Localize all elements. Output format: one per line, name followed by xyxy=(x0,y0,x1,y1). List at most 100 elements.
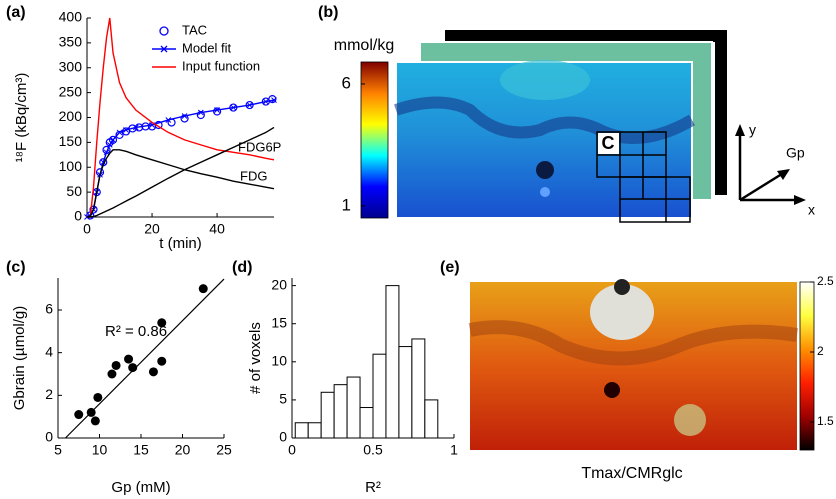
colorbar-tick-label: 1 xyxy=(342,195,351,214)
curve-label: FDG xyxy=(240,168,267,183)
y-tick-label: 300 xyxy=(59,58,83,74)
x-tick-label: 20 xyxy=(175,442,191,458)
tac-point xyxy=(268,94,277,104)
tac-point xyxy=(108,135,118,144)
legend-swatch xyxy=(159,26,169,36)
point xyxy=(128,363,138,373)
bar xyxy=(372,353,387,439)
tac-point xyxy=(212,107,222,116)
tac-point xyxy=(196,110,205,120)
fit-marker xyxy=(110,137,116,143)
panel-label: (b) xyxy=(318,4,338,21)
point xyxy=(198,284,208,294)
fit-marker xyxy=(106,142,113,148)
curve xyxy=(87,17,275,218)
x-tick-label: 0 xyxy=(83,221,91,237)
bar xyxy=(398,346,413,439)
point xyxy=(157,356,167,366)
x-tick-label: 5 xyxy=(54,442,62,458)
annotation: R² = 0.86 xyxy=(105,323,167,340)
point xyxy=(107,369,117,379)
legend-label: Model fit xyxy=(182,40,232,55)
panel-label: (c) xyxy=(6,259,26,276)
fit-marker xyxy=(271,97,277,103)
bar xyxy=(307,422,322,439)
fit-marker xyxy=(103,149,110,156)
panel-e-image xyxy=(468,279,799,450)
x-tick-label: 0.5 xyxy=(363,442,383,458)
bar xyxy=(320,391,335,439)
fit-marker xyxy=(123,127,129,133)
colorbar-tick-label: 6 xyxy=(342,73,351,92)
bar xyxy=(424,399,439,439)
bar xyxy=(346,376,361,439)
fit-marker xyxy=(197,109,204,116)
fit-marker xyxy=(132,124,139,131)
x-tick-label: 10 xyxy=(92,442,108,458)
fit-marker xyxy=(246,102,253,108)
y-tick-label: 0 xyxy=(279,429,287,445)
y-tick-label: 20 xyxy=(271,276,287,292)
curve xyxy=(86,99,275,218)
y-tick-label: 0 xyxy=(45,429,53,445)
bar xyxy=(333,384,348,439)
colorbar xyxy=(360,61,389,219)
tac-point xyxy=(180,114,189,123)
y-tick-label: 10 xyxy=(271,353,287,369)
x-axis-label: Gp (mM) xyxy=(111,479,170,496)
x-tick-label: 40 xyxy=(209,221,225,237)
y-tick-label: 6 xyxy=(45,301,53,317)
colorbar-tick-label: 2.5 xyxy=(817,274,834,288)
y-axis-label: ¹⁸F (kBq/cm³) xyxy=(13,73,30,163)
panel-b-image xyxy=(394,30,806,223)
y-tick-label: 100 xyxy=(59,158,83,174)
legend-swatch xyxy=(160,45,168,53)
point xyxy=(148,367,158,377)
axis-icon-label: Gp xyxy=(786,145,805,161)
fit-marker xyxy=(116,129,123,136)
legend-label: Input function xyxy=(182,58,260,73)
colorbar xyxy=(799,281,815,451)
y-tick-label: 350 xyxy=(59,34,83,50)
fit-marker xyxy=(230,104,237,111)
colorbar-tick-label: 1.5 xyxy=(817,414,834,428)
point xyxy=(124,354,134,364)
point xyxy=(111,360,121,370)
point xyxy=(157,318,167,328)
y-tick-label: 150 xyxy=(59,133,83,149)
image-label: Tmax/CMRglc xyxy=(581,465,682,482)
bar xyxy=(385,285,400,439)
y-tick-label: 400 xyxy=(59,9,83,25)
point xyxy=(90,416,100,426)
curve xyxy=(86,149,275,218)
curve xyxy=(87,126,275,218)
panel-label: (d) xyxy=(232,259,252,276)
axis-icon-label: x xyxy=(808,202,815,218)
y-tick-label: 50 xyxy=(66,183,82,199)
point xyxy=(74,410,84,420)
x-tick-label: 1 xyxy=(450,442,458,458)
curve-label: FDG6P xyxy=(238,139,281,154)
colorbar-label: mmol/kg xyxy=(334,37,394,54)
legend-box xyxy=(149,21,275,81)
legend-label: TAC xyxy=(182,22,207,37)
y-tick-label: 15 xyxy=(271,314,287,330)
fit-marker xyxy=(165,117,172,123)
fit-marker xyxy=(214,107,220,113)
axis-icon-label: y xyxy=(749,122,756,138)
x-axis-label: t (min) xyxy=(159,235,202,252)
x-tick-label: 15 xyxy=(133,442,149,458)
roi-label: C xyxy=(602,133,615,153)
y-tick-label: 250 xyxy=(59,83,83,99)
panel-label: (a) xyxy=(6,4,26,21)
x-axis-label: R² xyxy=(365,479,381,496)
fit-marker xyxy=(263,98,269,105)
tac-point xyxy=(115,130,124,140)
y-tick-label: 200 xyxy=(59,108,83,124)
point xyxy=(86,407,96,417)
x-tick-label: 0 xyxy=(288,442,296,458)
bar xyxy=(294,422,309,439)
y-axis-label: Gbrain (µmol/g) xyxy=(11,306,28,411)
y-axis-label: # of voxels xyxy=(247,322,264,394)
